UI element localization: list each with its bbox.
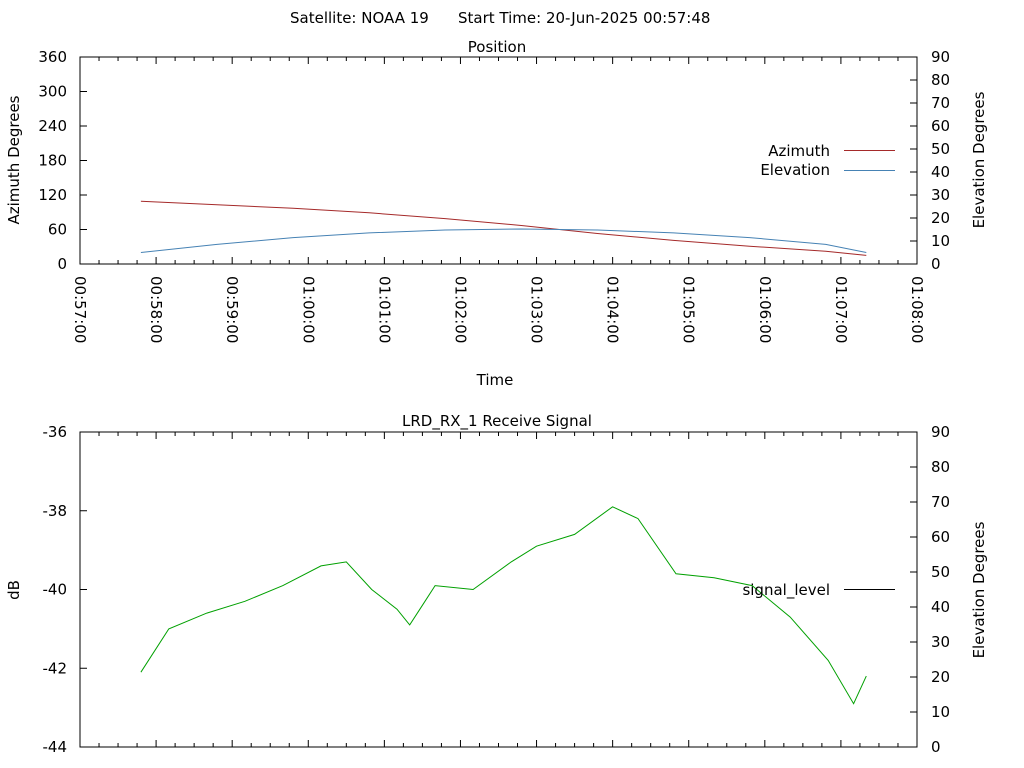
- x-tick-label: 01:03:00: [528, 276, 546, 343]
- x-tick-label: 01:05:00: [680, 276, 698, 343]
- x-tick-label: 01:06:00: [756, 276, 774, 343]
- y2-tick-label: 70: [931, 493, 950, 511]
- y2-tick-label: 20: [931, 209, 950, 227]
- y-tick-label: 300: [38, 83, 67, 101]
- position-xlabel: Time: [476, 371, 514, 389]
- legend-elevation-label: Elevation: [760, 161, 830, 179]
- header-start-time: Start Time: 20-Jun-2025 00:57:48: [458, 9, 710, 27]
- y2-tick-label: 0: [931, 738, 941, 756]
- y2-tick-label: 60: [931, 528, 950, 546]
- y2-tick-label: 40: [931, 163, 950, 181]
- y2-tick-label: 90: [931, 423, 950, 441]
- y2-tick-label: 40: [931, 598, 950, 616]
- legend-signal-label: signal_level: [742, 581, 830, 600]
- x-tick-label: 01:00:00: [299, 276, 317, 343]
- y2-tick-label: 10: [931, 232, 950, 250]
- signal-level-series-line: [140, 506, 867, 705]
- signal-legend: signal_level: [742, 581, 895, 600]
- y2-tick-label: 50: [931, 563, 950, 581]
- y2-tick-label: 10: [931, 703, 950, 721]
- y-tick-label: -36: [43, 423, 68, 441]
- y2-tick-label: 30: [931, 633, 950, 651]
- position-ylabel: Azimuth Degrees: [5, 95, 23, 224]
- y2-tick-label: 80: [931, 458, 950, 476]
- y-tick-label: 0: [57, 255, 67, 273]
- legend-azimuth-label: Azimuth: [768, 142, 830, 160]
- x-tick-label: 00:59:00: [223, 276, 241, 343]
- elevation-series-line: [140, 228, 867, 253]
- header-satellite: Satellite: NOAA 19: [290, 9, 429, 27]
- position-chart: Position 0 60 120 180 240 300 360 0 10 20 30 40 50 6…: [5, 38, 988, 389]
- x-tick-label: 00:57:00: [71, 276, 89, 343]
- position-title: Position: [468, 38, 526, 56]
- position-y2label: Elevation Degrees: [970, 91, 988, 228]
- y-tick-label: 120: [38, 186, 67, 204]
- y2-tick-label: 20: [931, 668, 950, 686]
- y2-tick-label: 90: [931, 48, 950, 66]
- x-tick-label: 01:02:00: [451, 276, 469, 343]
- y-tick-label: -38: [43, 502, 68, 520]
- y-tick-label: -40: [43, 581, 68, 599]
- y2-tick-label: 0: [931, 255, 941, 273]
- y2-tick-label: 50: [931, 140, 950, 158]
- x-tick-label: 01:08:00: [908, 276, 926, 343]
- y-tick-label: 240: [38, 117, 67, 135]
- y-tick-label: 360: [38, 48, 67, 66]
- position-legend: Azimuth Elevation: [760, 142, 895, 179]
- x-tick-label: 00:58:00: [147, 276, 165, 343]
- y-tick-label: -42: [43, 659, 68, 677]
- signal-title: LRD_RX_1 Receive Signal: [402, 412, 592, 431]
- x-tick-label: 01:07:00: [832, 276, 850, 343]
- y2-tick-label: 80: [931, 71, 950, 89]
- signal-chart: LRD_RX_1 Receive Signal -44-42-40-38-36 …: [5, 412, 988, 756]
- azimuth-series-line: [140, 200, 867, 256]
- y-tick-label: 60: [48, 221, 67, 239]
- x-tick-label: 01:01:00: [375, 276, 393, 343]
- signal-ylabel: dB: [5, 580, 23, 600]
- y-tick-label: 180: [38, 152, 67, 170]
- y2-tick-label: 60: [931, 117, 950, 135]
- y2-tick-label: 30: [931, 186, 950, 204]
- signal-y2label: Elevation Degrees: [970, 521, 988, 658]
- x-tick-label: 01:04:00: [604, 276, 622, 343]
- y2-tick-label: 70: [931, 94, 950, 112]
- y-tick-label: -44: [43, 738, 68, 756]
